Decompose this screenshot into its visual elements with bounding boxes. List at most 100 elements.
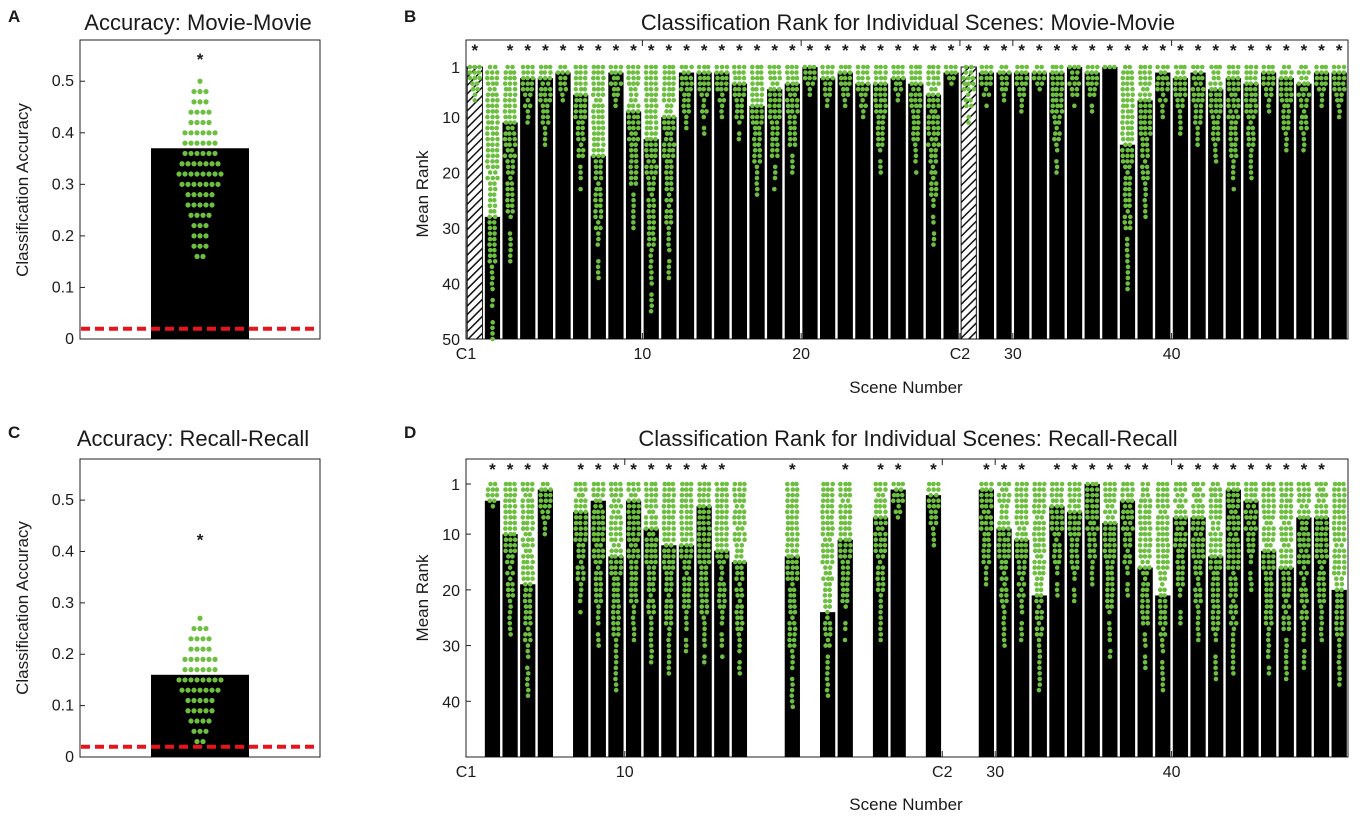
rank-dot (737, 487, 742, 492)
rank-dot (1261, 503, 1266, 509)
rank-dot (790, 159, 795, 164)
rank-dot (636, 120, 641, 125)
rank-dot (719, 620, 725, 626)
rank-dot (666, 526, 671, 531)
rank-dot (997, 554, 1002, 559)
rank-dot (737, 509, 743, 515)
rank-dot (527, 604, 533, 609)
rank-dot (1233, 604, 1239, 609)
rank-dot (1148, 131, 1153, 136)
rank-dot (688, 75, 694, 81)
rank-dot (492, 86, 497, 92)
rank-dot (785, 498, 790, 504)
rank-dot (582, 98, 588, 103)
scene-bar (1261, 550, 1277, 757)
rank-dot (775, 131, 780, 136)
rank-dot (1145, 481, 1151, 487)
rank-dot (733, 75, 738, 81)
rank-dot (1160, 554, 1166, 559)
rank-dot (522, 103, 528, 109)
rank-dot (507, 565, 513, 570)
rank-dot (701, 520, 706, 526)
rank-dot (581, 576, 586, 582)
rank-dot (664, 131, 670, 136)
rank-dot (520, 64, 526, 70)
rank-dot (1336, 103, 1342, 109)
rank-dot (1302, 604, 1307, 609)
rank-dot (1213, 515, 1219, 520)
rank-dot (485, 142, 491, 148)
rank-dot (1145, 147, 1150, 153)
xtick-label: 40 (1163, 346, 1181, 363)
rank-dot (495, 114, 500, 120)
rank-dot (635, 481, 641, 487)
accuracy-dot (200, 718, 206, 724)
rank-dot (878, 170, 884, 175)
rank-dot (1004, 515, 1009, 520)
rank-dot (666, 548, 671, 554)
rank-dot (598, 503, 603, 509)
rank-dot (1001, 498, 1007, 504)
rank-dot (1212, 147, 1218, 153)
rank-dot (785, 81, 790, 86)
rank-dot (472, 98, 478, 103)
rank-dot (900, 64, 905, 70)
rank-dot (507, 620, 513, 626)
rank-dot (719, 114, 725, 120)
rank-dot (1230, 170, 1236, 175)
rank-dot (1314, 537, 1320, 543)
rank-dot (1092, 554, 1098, 559)
rank-dot (540, 103, 546, 109)
significance-star: * (930, 460, 937, 479)
rank-dot (1281, 615, 1287, 621)
rank-dot (1281, 114, 1286, 120)
rank-dot (1127, 192, 1132, 197)
rank-dot (1268, 570, 1274, 576)
rank-dot (1231, 70, 1237, 75)
rank-dot (671, 492, 677, 498)
rank-dot (1147, 554, 1152, 559)
rank-dot (485, 175, 490, 181)
rank-dot (681, 593, 687, 598)
rank-dot (1253, 103, 1259, 109)
rank-dot (662, 487, 667, 492)
rank-dot (882, 98, 888, 103)
rank-dot (1155, 548, 1161, 554)
rank-dot (1050, 109, 1055, 114)
rank-dot (505, 64, 510, 70)
rank-dot (669, 186, 674, 192)
rank-dot (662, 537, 667, 543)
accuracy-dot (200, 119, 206, 126)
rank-dot (598, 197, 604, 203)
rank-dot (578, 64, 583, 70)
rank-dot (613, 64, 618, 70)
rank-dot (697, 542, 702, 548)
rank-dot (1006, 498, 1011, 504)
rank-dot (838, 520, 844, 526)
rank-dot (1094, 75, 1100, 81)
rank-dot (788, 593, 793, 598)
rank-dot (1050, 98, 1056, 103)
rank-dot (530, 570, 536, 576)
rank-dot (1253, 481, 1258, 487)
rank-dot (768, 75, 773, 81)
rank-dot (583, 64, 588, 70)
rank-dot (701, 498, 707, 504)
rank-dot (1296, 498, 1302, 504)
rank-dot (701, 509, 707, 515)
rank-dot (573, 103, 579, 109)
rank-dot (792, 609, 798, 615)
rank-dot (1003, 565, 1009, 570)
rank-dot (524, 682, 530, 687)
rank-dot (827, 643, 832, 648)
rank-dot (512, 86, 518, 92)
rank-dot (1180, 570, 1185, 576)
rank-dot (523, 609, 529, 615)
rank-dot (1303, 86, 1309, 92)
rank-dot (1069, 554, 1075, 559)
rank-dot (879, 526, 885, 531)
scene-bar (978, 72, 994, 339)
rank-dot (789, 98, 795, 103)
rank-dot (790, 615, 795, 621)
rank-dot (931, 242, 936, 247)
